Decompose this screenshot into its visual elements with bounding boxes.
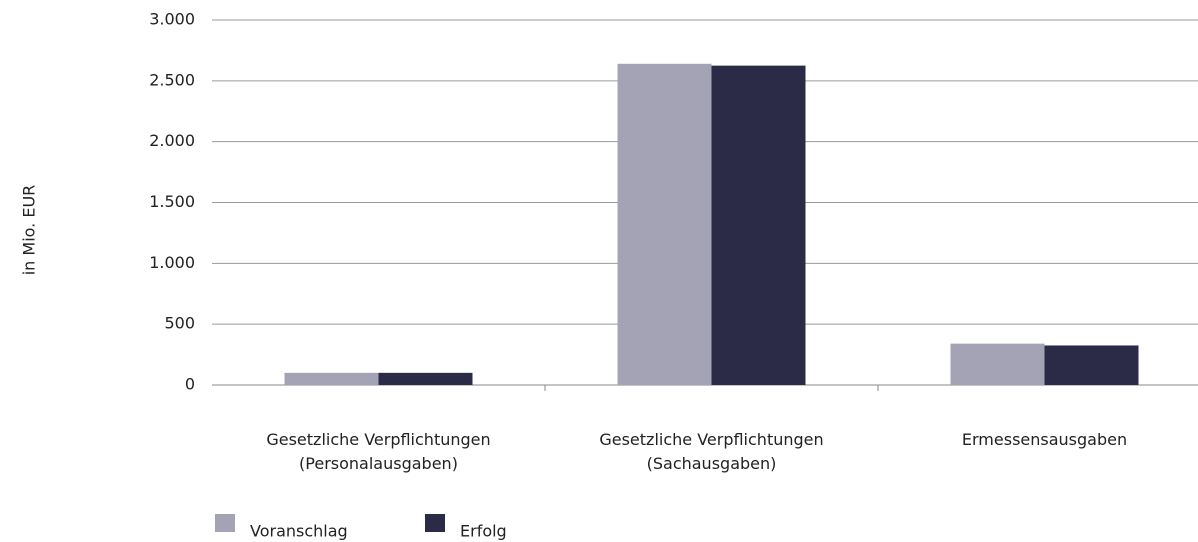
bar bbox=[378, 372, 473, 385]
bar bbox=[617, 63, 712, 386]
y-tick-label: 3.000 bbox=[149, 10, 195, 29]
y-tick-label: 2.500 bbox=[149, 70, 195, 89]
y-tick-label: 2.000 bbox=[149, 131, 195, 150]
legend-label: Voranschlag bbox=[250, 522, 348, 541]
bar bbox=[284, 372, 379, 385]
x-tick-label: Ermessensausgaben bbox=[961, 430, 1128, 449]
legend-swatch bbox=[215, 514, 235, 532]
y-tick-label: 0 bbox=[185, 375, 195, 394]
bar bbox=[711, 65, 806, 385]
x-tick-label: Gesetzliche Verpflichtungen (Personalaus… bbox=[266, 430, 491, 473]
y-axis-label: in Mio. EUR bbox=[20, 185, 39, 276]
y-tick-label: 1.500 bbox=[149, 192, 195, 211]
y-tick-label: 500 bbox=[164, 314, 195, 333]
y-tick-label: 1.000 bbox=[149, 253, 195, 272]
legend-label: Erfolg bbox=[460, 522, 507, 541]
legend-swatch bbox=[425, 514, 445, 532]
x-tick-label: Gesetzliche Verpflichtungen (Sachausgabe… bbox=[599, 430, 824, 473]
bar bbox=[1044, 345, 1139, 385]
bar bbox=[950, 343, 1045, 385]
